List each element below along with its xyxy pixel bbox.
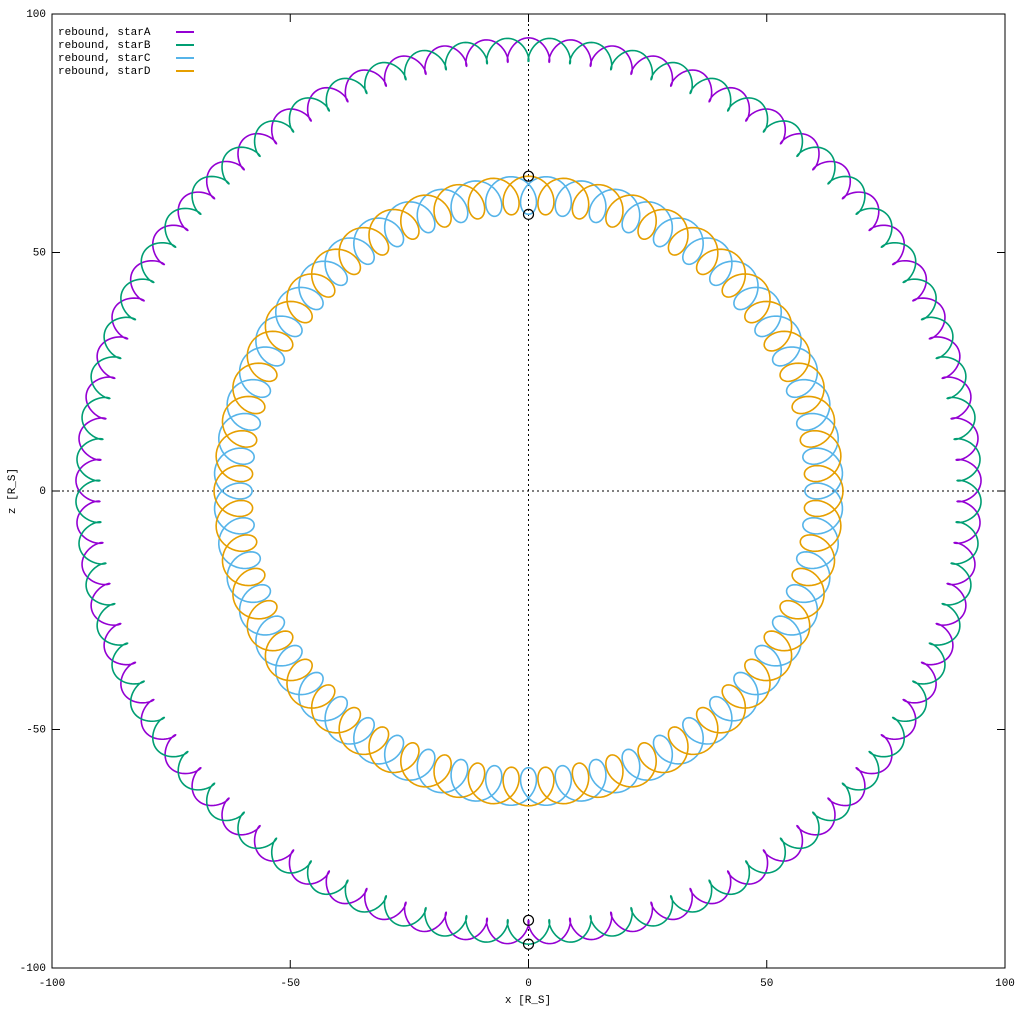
position-marker: [522, 914, 535, 926]
y-tick-label: -100: [20, 963, 46, 975]
position-marker: [522, 208, 535, 220]
legend-label: rebound, starC: [58, 53, 151, 65]
y-tick-label: -50: [26, 724, 46, 736]
x-tick-label: -50: [280, 978, 300, 990]
y-tick-label: 0: [39, 486, 46, 498]
y-tick-label: 100: [26, 9, 46, 21]
position-marker: [522, 938, 535, 950]
orbit: [213, 175, 844, 807]
position-marker: [522, 170, 535, 182]
legend-label: rebound, starB: [58, 40, 151, 52]
y-tick-label: 50: [33, 247, 46, 259]
x-tick-label: 50: [760, 978, 773, 990]
orbit: [75, 37, 982, 945]
x-axis-label: x [R_S]: [505, 995, 551, 1007]
y-axis-label: z [R_S]: [7, 468, 19, 514]
legend-label: rebound, starA: [58, 27, 151, 39]
legend-label: rebound, starD: [58, 66, 151, 78]
orbit: [75, 37, 982, 945]
orbit: [213, 175, 844, 807]
x-tick-label: -100: [39, 978, 65, 990]
x-tick-label: 0: [525, 978, 532, 990]
x-tick-label: 100: [995, 978, 1015, 990]
